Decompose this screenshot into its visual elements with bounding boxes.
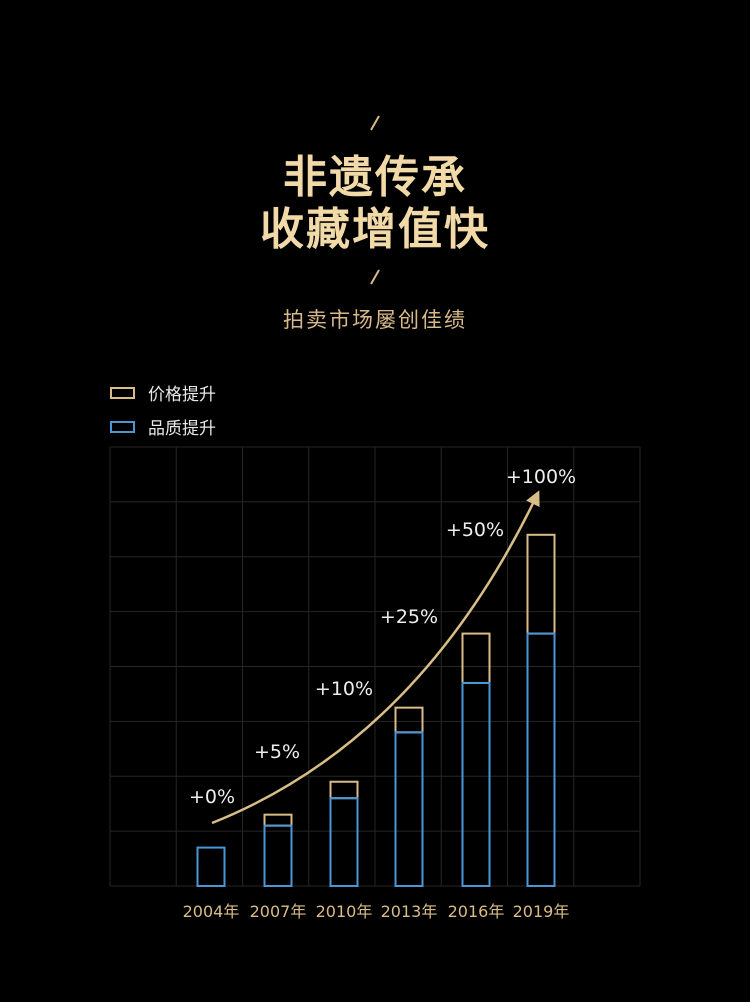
bar-quality-5	[526, 632, 556, 888]
bar-quality-3	[394, 731, 424, 887]
growth-label: +10%	[315, 678, 373, 700]
x-tick-label: 2013年	[381, 902, 438, 921]
bar-price-4	[461, 632, 491, 684]
headline-line-2: 收藏增值快	[260, 204, 490, 255]
growth-label: +100%	[506, 466, 576, 488]
growth-label: +5%	[254, 741, 300, 763]
bar-quality-4	[461, 681, 491, 888]
growth-curve-arrow	[211, 490, 540, 825]
x-tick-label: 2016年	[448, 902, 505, 921]
legend-swatch-quality	[110, 420, 135, 433]
subtitle: 拍卖市场屡创佳绩	[283, 308, 467, 332]
headline-line-1: 非遗传承	[283, 152, 467, 203]
legend-item-quality: 品质提升	[110, 414, 216, 439]
bar-price-2	[329, 780, 359, 800]
decorative-slash-bottom	[370, 269, 380, 285]
growth-label: +25%	[380, 606, 438, 628]
legend-item-price: 价格提升	[110, 380, 216, 405]
bar-price-3	[394, 706, 424, 734]
legend-swatch-price	[110, 386, 135, 399]
bar-quality-2	[329, 797, 359, 888]
x-tick-label: 2010年	[316, 902, 373, 921]
bar-quality-0	[196, 846, 226, 888]
x-tick-label: 2007年	[250, 902, 307, 921]
growth-label: +0%	[189, 786, 235, 808]
bar-price-5	[526, 533, 556, 635]
decorative-slash-top	[370, 115, 380, 131]
x-tick-label: 2019年	[513, 902, 570, 921]
bar-price-1	[263, 813, 293, 827]
x-tick-label: 2004年	[183, 902, 240, 921]
legend-label-quality: 品质提升	[148, 419, 216, 439]
legend-label-price: 价格提升	[148, 385, 216, 405]
growth-label: +50%	[446, 519, 504, 541]
bar-quality-1	[263, 824, 293, 888]
